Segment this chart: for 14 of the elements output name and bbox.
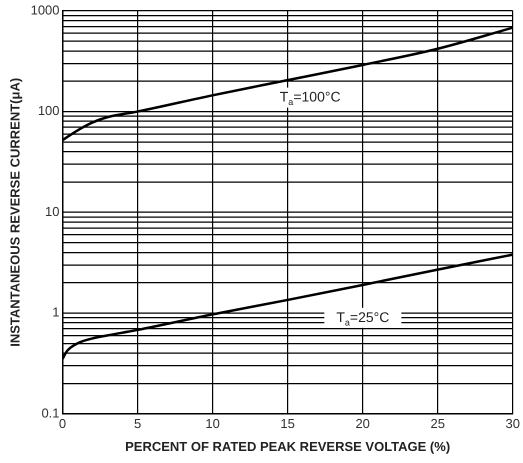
x-tick-label: 10 [205,416,220,432]
y-tick-label: 0.1 [41,405,60,420]
y-tick-label: 1000 [30,2,60,18]
x-tick-label: 5 [134,416,142,432]
x-tick-label: 15 [280,416,295,432]
y-tick-label: 10 [45,204,60,219]
y-tick-label: 100 [38,103,60,118]
x-tick-label: 20 [355,416,370,432]
x-axis-title: PERCENT OF RATED PEAK REVERSE VOLTAGE (%) [125,438,450,454]
x-tick-label: 30 [506,416,520,432]
x-tick-label: 25 [430,416,445,432]
y-axis-title: INSTANTANEOUS REVERSE CURRENT(μA) [7,78,22,347]
x-tick-label: 0 [58,416,66,432]
y-tick-label: 1 [52,304,60,320]
